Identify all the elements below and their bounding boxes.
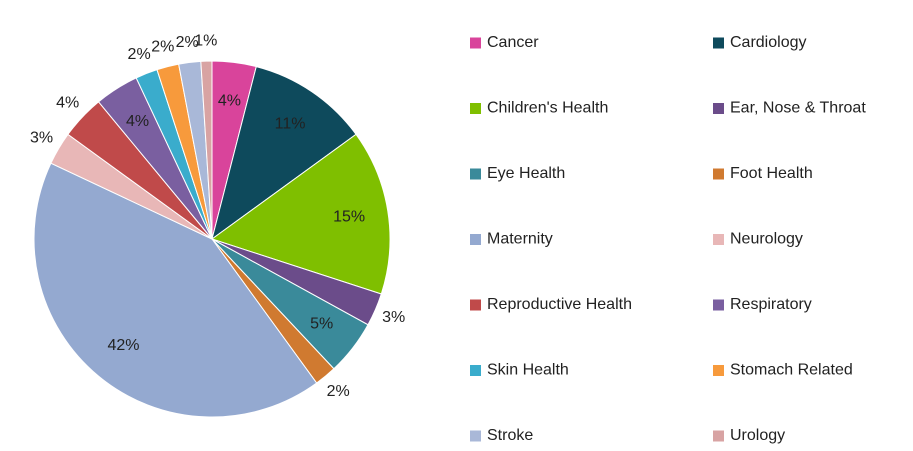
data-label: 3% (382, 309, 405, 326)
legend-label: Eye Health (487, 165, 565, 182)
legend-label: Neurology (730, 231, 803, 248)
legend-swatch (713, 299, 724, 311)
legend-swatch (470, 103, 481, 114)
data-label: 2% (176, 34, 199, 51)
legend-swatch (713, 103, 724, 114)
legend-swatch (470, 365, 481, 376)
pie-slice (200, 60, 213, 240)
legend-label: Maternity (487, 231, 553, 248)
legend-label: Stroke (487, 427, 533, 444)
legend-label: Foot Health (730, 165, 813, 182)
data-label: 15% (333, 208, 365, 225)
data-label: 3% (30, 129, 53, 146)
legend-label: Urology (730, 427, 785, 444)
legend-label: Reproductive Health (487, 296, 632, 313)
data-label: 4% (56, 95, 79, 112)
legend-swatch (470, 234, 481, 245)
legend-label: Stomach Related (730, 362, 853, 379)
data-label: 11% (275, 115, 306, 132)
data-label: 42% (107, 337, 139, 354)
legend-label: Ear, Nose & Throat (730, 100, 866, 117)
pie-slice (210, 133, 391, 295)
pie-slice (211, 65, 357, 241)
legend-swatch (713, 365, 724, 376)
data-label: 2% (128, 46, 151, 63)
data-label: 2% (151, 38, 174, 55)
legend-swatch (470, 299, 481, 311)
pie-slice (33, 162, 318, 418)
legend-label: Cardiology (730, 34, 806, 51)
data-label: 4% (126, 113, 149, 130)
data-label: 1% (194, 32, 217, 49)
legend-label: Cancer (487, 34, 539, 51)
legend-swatch (470, 37, 481, 49)
legend-swatch (713, 37, 724, 49)
legend-swatch (470, 430, 481, 442)
legend-swatch (470, 168, 481, 180)
legend-swatch (713, 234, 724, 245)
legend-swatch (713, 430, 724, 442)
data-label: 4% (218, 92, 241, 109)
legend-label: Skin Health (487, 362, 569, 379)
legend-swatch (713, 168, 724, 180)
legend-label: Respiratory (730, 296, 812, 313)
data-label: 2% (327, 383, 350, 400)
legend-label: Children's Health (487, 100, 608, 117)
data-label: 5% (310, 315, 333, 332)
